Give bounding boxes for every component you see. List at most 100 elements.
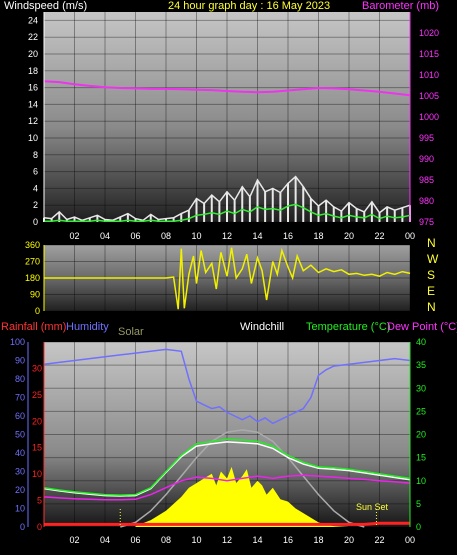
- barometer-tick-label: 980: [419, 196, 434, 206]
- panel1-x-tick-label: 20: [344, 231, 354, 241]
- windspeed-tick-label: 0: [33, 217, 38, 227]
- barometer-tick-label: 975: [419, 217, 434, 227]
- temperature-tick-label: 5: [416, 499, 421, 509]
- wind-line: [44, 203, 411, 222]
- temperature-tick-label: 25: [416, 406, 426, 416]
- panel1-x-tick-label: 10: [191, 231, 201, 241]
- rain-tick-label: 10: [32, 469, 42, 479]
- barometer-line: [43, 80, 411, 97]
- humidity-tick-label: 20: [15, 485, 25, 495]
- barometer-tick-label: 1010: [419, 70, 439, 80]
- panel3-x-tick-label: 00: [405, 535, 415, 545]
- windspeed-tick-label: 18: [28, 66, 38, 76]
- temperature-tick-label: 15: [416, 453, 426, 463]
- legend-rainfall: Rainfall (mm): [1, 321, 66, 333]
- windspeed-axis-label: Windspeed (m/s): [4, 0, 87, 12]
- panel2-y-ticks: 0 90 180 270 360: [25, 240, 40, 316]
- dewpoint-line: [43, 474, 411, 501]
- compass-n-label: N: [427, 236, 436, 250]
- legend-temperature: Temperature (°C): [306, 321, 390, 333]
- humidity-tick-label: 70: [15, 393, 25, 403]
- panel3-x-ticks: 02 04 06 08 10 12 14 16 18 20 22 00: [69, 535, 415, 545]
- humidity-tick-label: 10: [15, 504, 25, 514]
- windspeed-tick-label: 10: [28, 133, 38, 143]
- windspeed-tick-label: 14: [28, 99, 38, 109]
- legend-solar: Solar: [118, 326, 144, 338]
- rain-tick-label: 15: [32, 443, 42, 453]
- panel2-grid: [44, 244, 411, 312]
- panel3-x-tick-label: 22: [374, 535, 384, 545]
- panel3-x-tick-label: 02: [69, 535, 79, 545]
- legend-dewpoint: Dew Point (°C): [387, 321, 457, 333]
- rain-tick-label: 5: [37, 496, 42, 506]
- windspeed-tick-label: 4: [33, 183, 38, 193]
- panel1-x-tick-label: 06: [130, 231, 140, 241]
- humidity-tick-label: 80: [15, 374, 25, 384]
- barometer-tick-label: 1015: [419, 49, 439, 59]
- panel3-x-tick-label: 14: [252, 535, 262, 545]
- panel1-x-tick-label: 12: [222, 231, 232, 241]
- windspeed-tick-label: 8: [33, 150, 38, 160]
- rain-tick-label: 20: [32, 416, 42, 426]
- humidity-tick-label: 0: [20, 522, 25, 532]
- panel3-x-tick-label: 20: [344, 535, 354, 545]
- temperature-tick-label: 30: [416, 383, 426, 393]
- legend-windchill: Windchill: [240, 321, 284, 333]
- sunset-annotation: Sun Set: [356, 502, 389, 512]
- panel1-background: [44, 12, 410, 222]
- temperature-tick-label: 10: [416, 476, 426, 486]
- windspeed-tick-label: 12: [28, 116, 38, 126]
- temperature-line: [43, 438, 411, 496]
- humidity-line: [43, 348, 411, 425]
- humidity-tick-label: 100: [10, 337, 25, 347]
- direction-tick-label: 90: [30, 290, 40, 300]
- temperature-tick-label: 0: [416, 522, 421, 532]
- rain-tick-label: 30: [32, 363, 42, 373]
- temperature-ticks: 0 5 10 15 20 25 30 35 40: [416, 337, 426, 532]
- windspeed-tick-label: 20: [28, 49, 38, 59]
- rain-ticks: 0 5 10 15 20 25 30: [32, 363, 42, 532]
- windspeed-tick-label: 6: [33, 167, 38, 177]
- panel1-x-tick-label: 14: [252, 231, 262, 241]
- panel1-x-tick-label: 04: [100, 231, 110, 241]
- panel1-x-tick-label: 18: [313, 231, 323, 241]
- windspeed-tick-label: 22: [28, 32, 38, 42]
- barometer-axis-label: Barometer (mb): [362, 0, 439, 12]
- solar-actual-area: [135, 466, 349, 527]
- barometer-tick-label: 1000: [419, 112, 439, 122]
- panel3-x-tick-label: 04: [100, 535, 110, 545]
- compass-n-label: N: [427, 300, 436, 314]
- humidity-tick-label: 30: [15, 467, 25, 477]
- temperature-tick-label: 35: [416, 360, 426, 370]
- rainfall-line: [44, 521, 410, 526]
- rain-tick-label: 25: [32, 390, 42, 400]
- humidity-tick-label: 60: [15, 411, 25, 421]
- panel1-x-ticks: 02 04 06 08 10 12 14 16 18 20 22 00: [69, 231, 415, 241]
- humidity-ticks: 0 10 20 30 40 50 60 70 80 90 100: [10, 337, 25, 532]
- panel1-x-tick-label: 16: [283, 231, 293, 241]
- windspeed-tick-label: 24: [28, 15, 38, 25]
- direction-tick-label: 180: [25, 273, 40, 283]
- panel1-x-tick-label: 08: [161, 231, 171, 241]
- chart-title: 24 hour graph day : 16 May 2023: [168, 0, 330, 12]
- panel1-x-tick-label: 02: [69, 231, 79, 241]
- compass-s-label: S: [427, 268, 435, 282]
- panel3-x-tick-label: 10: [191, 535, 201, 545]
- panel1-x-tick-label: 22: [374, 231, 384, 241]
- panel3-x-tick-label: 08: [161, 535, 171, 545]
- temperature-tick-label: 20: [416, 430, 426, 440]
- panel3-x-tick-label: 06: [130, 535, 140, 545]
- barometer-tick-label: 985: [419, 175, 434, 185]
- barometer-tick-label: 1020: [419, 28, 439, 38]
- direction-tick-label: 360: [25, 240, 40, 250]
- windspeed-tick-label: 2: [33, 200, 38, 210]
- panel3-x-tick-label: 12: [222, 535, 232, 545]
- temperature-tick-label: 40: [416, 337, 426, 347]
- compass-e-label: E: [427, 284, 435, 298]
- humidity-tick-label: 50: [15, 430, 25, 440]
- barometer-tick-label: 995: [419, 133, 434, 143]
- direction-tick-label: 0: [35, 306, 40, 316]
